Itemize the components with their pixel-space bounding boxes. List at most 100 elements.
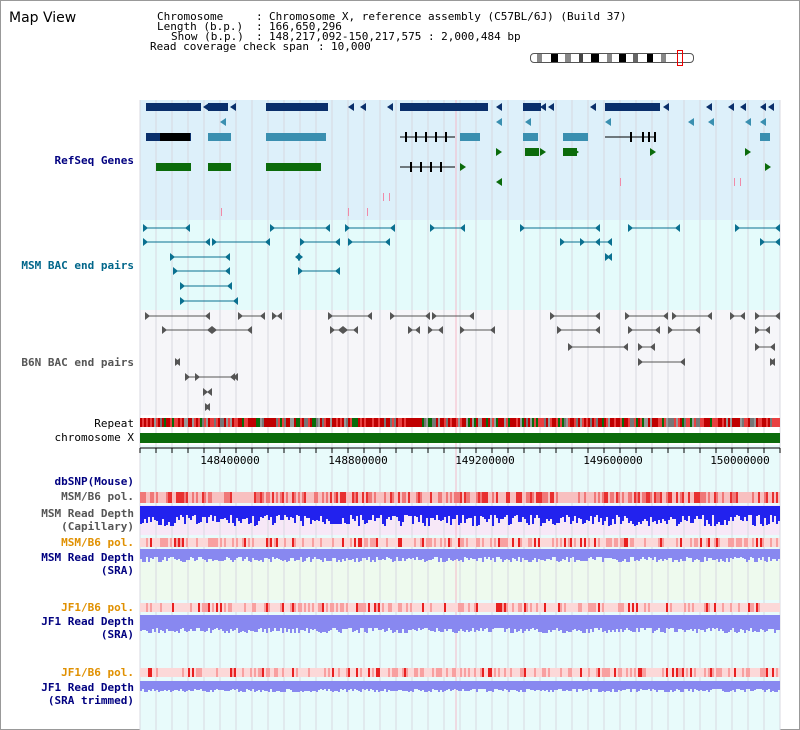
msm-capillary-depth-bar [276, 506, 278, 516]
label-chromosome[interactable]: chromosome X [54, 431, 134, 444]
jf1-trim-depth-bar [226, 681, 228, 691]
jf1-b6-pol2-cell [278, 668, 280, 677]
msm-b6-pol-cell [766, 492, 768, 503]
label-msm-bac[interactable]: MSM BAC end pairs [21, 259, 134, 272]
msm-capillary-depth-bar [250, 506, 252, 523]
label-jf1-b6-pol-1[interactable]: JF1/B6 pol. [61, 601, 134, 614]
refseq-gene-arrow [387, 103, 393, 111]
msm-b6-pol-cell [402, 492, 404, 503]
label-dbsnp[interactable]: dbSNP(Mouse) [54, 475, 134, 488]
jf1-b6-pol2-cell [758, 668, 760, 677]
msm-b6-pol2-cell [208, 538, 210, 547]
jf1-trim-depth-bar [438, 681, 440, 692]
msm-bac-pair-end [520, 224, 525, 232]
jf1-trim-depth-bar [516, 681, 518, 691]
msm-b6-pol2-cell [518, 538, 520, 547]
label-repeat[interactable]: Repeat [94, 417, 134, 430]
msm-b6-pol2-cell [304, 538, 306, 547]
jf1-b6-pol2-cell [400, 668, 402, 677]
msm-b6-pol2-cell [410, 538, 412, 547]
jf1-trim-depth-bar [266, 681, 268, 691]
msm-sra-depth-bar [768, 549, 770, 557]
msm-capillary-depth-bar [156, 506, 158, 521]
repeat-element [144, 418, 146, 427]
chromosome-ideogram[interactable] [530, 50, 695, 66]
jf1-b6-pol2-cell [686, 668, 688, 677]
repeat-element [540, 418, 542, 427]
jf1-trim-depth-bar [614, 681, 616, 692]
repeat-element [778, 418, 780, 427]
msm-b6-pol-cell [222, 492, 224, 503]
label-jf1-depth-trim-1[interactable]: JF1 Read Depth [41, 681, 134, 694]
msm-sra-depth-bar [536, 549, 538, 562]
msm-b6-pol-cell [458, 492, 460, 503]
label-refseq-genes[interactable]: RefSeq Genes [54, 154, 134, 167]
label-jf1-depth-trim-2[interactable]: (SRA trimmed) [47, 694, 134, 707]
b6n-bac-pair-end [207, 388, 212, 396]
jf1-sra-depth-bar [312, 615, 314, 630]
refseq-gene-arrow [605, 118, 611, 126]
jf1-trim-depth-bar [570, 681, 572, 691]
msm-b6-pol-cell [604, 492, 606, 503]
repeat-element [422, 418, 424, 427]
refseq-exon [405, 132, 407, 142]
refseq-gene-arrow [496, 178, 502, 186]
msm-capillary-depth-bar [296, 506, 298, 515]
repeat-element [496, 418, 498, 427]
msm-b6-pol-cell [152, 492, 154, 503]
msm-bac-pair-end [460, 224, 465, 232]
msm-sra-depth-bar [620, 549, 622, 562]
jf1-sra-depth-bar [612, 615, 614, 630]
refseq-gene [525, 148, 539, 156]
msm-capillary-depth-bar [546, 506, 548, 519]
msm-b6-pol-cell [160, 492, 162, 503]
label-msm-depth-sra-1[interactable]: MSM Read Depth [41, 551, 134, 564]
label-msm-b6-pol-1[interactable]: MSM/B6 pol. [61, 490, 134, 503]
refseq-exon [440, 162, 442, 172]
msm-sra-depth-bar [614, 549, 616, 559]
label-jf1-depth-sra-1[interactable]: JF1 Read Depth [41, 615, 134, 628]
msm-b6-pol2-cell [190, 538, 192, 547]
jf1-b6-pol-cell [580, 603, 582, 612]
label-msm-depth-cap-2[interactable]: (Capillary) [61, 520, 134, 533]
jf1-b6-pol2-cell [562, 668, 564, 677]
msm-b6-pol-cell [462, 492, 464, 503]
jf1-b6-pol-cell [746, 603, 748, 612]
jf1-b6-pol2-cell [176, 668, 178, 677]
jf1-b6-pol-cell [770, 603, 772, 612]
msm-capillary-depth-bar [220, 506, 222, 519]
jf1-trim-depth-bar [202, 681, 204, 691]
msm-sra-depth-bar [328, 549, 330, 561]
repeat-element [222, 418, 224, 427]
jf1-b6-pol2-cell [144, 668, 146, 677]
jf1-sra-depth-bar [242, 615, 244, 631]
jf1-trim-depth-bar [672, 681, 674, 692]
repeat-element [436, 418, 438, 427]
msm-b6-pol-cell [432, 492, 434, 503]
jf1-sra-depth-bar [502, 615, 504, 628]
msm-capillary-depth-bar [396, 506, 398, 517]
label-msm-b6-pol-2[interactable]: MSM/B6 pol. [61, 536, 134, 549]
msm-capillary-depth-bar [242, 506, 244, 519]
label-jf1-b6-pol-2[interactable]: JF1/B6 pol. [61, 666, 134, 679]
msm-b6-pol-cell [654, 492, 656, 503]
msm-capillary-depth-bar [524, 506, 526, 519]
jf1-b6-pol-cell [614, 603, 616, 612]
label-jf1-depth-sra-2[interactable]: (SRA) [100, 628, 134, 641]
jf1-b6-pol2-cell [676, 668, 678, 677]
repeat-element [268, 418, 270, 427]
msm-b6-pol-cell [674, 492, 676, 503]
label-b6n-bac[interactable]: B6N BAC end pairs [21, 356, 134, 369]
msm-sra-depth-bar [396, 549, 398, 557]
ideogram-highlight[interactable] [677, 50, 683, 66]
repeat-element [522, 418, 524, 427]
msm-b6-pol-cell [260, 492, 262, 503]
label-msm-depth-sra-2[interactable]: (SRA) [100, 564, 134, 577]
msm-capillary-depth-bar [424, 506, 426, 526]
msm-sra-depth-bar [296, 549, 298, 560]
repeat-element [760, 418, 762, 427]
label-msm-depth-cap-1[interactable]: MSM Read Depth [41, 507, 134, 520]
msm-sra-depth-bar [732, 549, 734, 559]
jf1-trim-depth-bar [394, 681, 396, 691]
